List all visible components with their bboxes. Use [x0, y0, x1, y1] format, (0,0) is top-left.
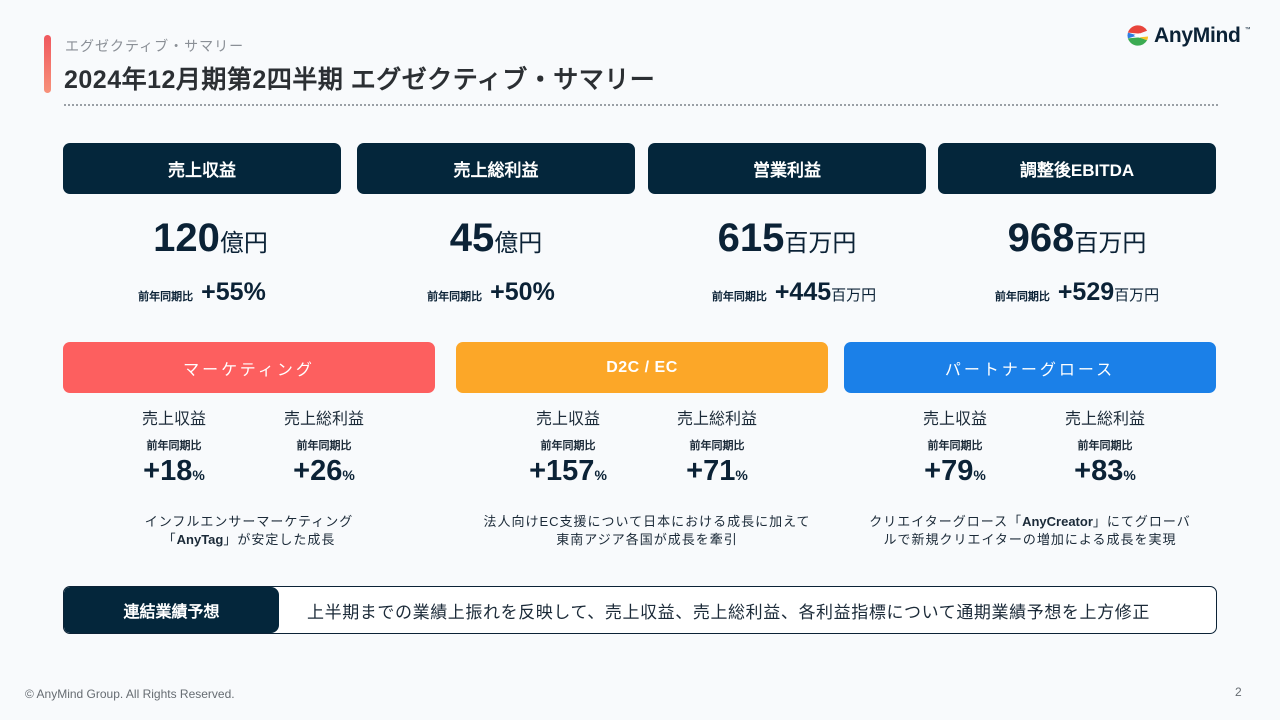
yoy-label: 前年同期比 [427, 291, 483, 303]
desc-line: 「AnyTag」が安定した成長 [162, 532, 336, 547]
yoy-label: 前年同期比 [1077, 440, 1133, 452]
anymind-logo: AnyMind ™ [1125, 23, 1251, 48]
segment-header-partner-growth: パートナーグロース [844, 342, 1216, 393]
page-number: 2 [1235, 685, 1242, 699]
yoy-value: +157% [529, 455, 607, 487]
yoy-value: +26% [293, 455, 355, 487]
dotted-divider [64, 104, 1218, 106]
yoy-value: +50% [490, 278, 555, 306]
segment-header-d2c-ec: D2C / EC [456, 342, 828, 393]
yoy-label: 前年同期比 [711, 291, 767, 303]
kpi-yoy-revenue: 前年同期比 +55% [63, 278, 341, 307]
forecast-label: 連結業績予想 [64, 587, 279, 633]
yoy-label: 前年同期比 [927, 440, 983, 452]
desc-line: ルで新規クリエイターの増加による成長を実現 [883, 532, 1177, 547]
marketing-gross-profit-metric: 売上総利益 前年同期比 +26% [264, 405, 384, 488]
kpi-value-gross-profit: 45億円 [357, 216, 635, 261]
anymind-logo-icon [1127, 25, 1149, 46]
kpi-value-operating-profit: 615百万円 [648, 216, 926, 261]
kpi-yoy-gross-profit: 前年同期比 +50% [352, 278, 630, 307]
kpi-unit: 百万円 [784, 230, 857, 257]
yoy-value: +55% [201, 278, 266, 306]
kpi-header-operating-profit: 営業利益 [648, 143, 926, 194]
yoy-value: +79% [924, 455, 986, 487]
kpi-yoy-operating-profit: 前年同期比 +445百万円 [655, 278, 933, 307]
yoy-label: 前年同期比 [296, 440, 352, 452]
page-title: 2024年12月期第2四半期 エグゼクティブ・サマリー [64, 66, 656, 94]
partner-description: クリエイターグロース「AnyCreator」にてグローバ ルで新規クリエイターの… [835, 513, 1225, 549]
yoy-label: 前年同期比 [689, 440, 745, 452]
kpi-header-gross-profit: 売上総利益 [357, 143, 635, 194]
yoy-value: +83% [1074, 455, 1136, 487]
partner-gross-profit-metric: 売上総利益 前年同期比 +83% [1045, 405, 1165, 488]
desc-line: インフルエンサーマーケティング [144, 514, 354, 529]
kpi-value-adjusted-ebitda: 968百万円 [938, 216, 1216, 261]
metric-label: 売上収益 [535, 411, 600, 428]
kpi-value-revenue: 120億円 [63, 216, 358, 261]
kpi-yoy-adjusted-ebitda: 前年同期比 +529百万円 [938, 278, 1216, 307]
trademark-symbol: ™ [1244, 27, 1251, 33]
forecast-text: 上半期までの業績上振れを反映して、売上収益、売上総利益、各利益指標について通期業… [307, 602, 1150, 622]
kpi-number: 120 [153, 216, 220, 260]
logo-wordmark: AnyMind [1154, 23, 1241, 47]
kpi-number: 45 [449, 216, 495, 260]
desc-line: 東南アジア各国が成長を牽引 [556, 532, 738, 547]
yoy-value: +71% [686, 455, 748, 487]
metric-label: 売上総利益 [676, 411, 757, 428]
metric-label: 売上収益 [922, 411, 987, 428]
marketing-description: インフルエンサーマーケティング 「AnyTag」が安定した成長 [54, 513, 444, 549]
copyright-notice: © AnyMind Group. All Rights Reserved. [25, 687, 235, 701]
yoy-value: +529 [1057, 278, 1115, 306]
d2c-description: 法人向けEC支援について日本における成長に加えて 東南アジア各国が成長を牽引 [452, 513, 842, 549]
yoy-label: 前年同期比 [146, 440, 202, 452]
segment-header-marketing: マーケティング [63, 342, 435, 393]
desc-line: 法人向けEC支援について日本における成長に加えて [483, 514, 811, 529]
yoy-unit: 百万円 [1114, 287, 1160, 304]
yoy-value: +445 [774, 278, 832, 306]
kpi-number: 968 [1007, 216, 1075, 260]
yoy-unit: 百万円 [831, 287, 877, 304]
partner-revenue-metric: 売上収益 前年同期比 +79% [895, 405, 1015, 488]
title-accent-bar [44, 35, 51, 93]
kpi-header-revenue: 売上収益 [63, 143, 341, 194]
desc-line: クリエイターグロース「AnyCreator」にてグローバ [869, 514, 1191, 529]
section-subtitle: エグゼクティブ・サマリー [65, 38, 245, 54]
kpi-unit: 百万円 [1074, 230, 1147, 257]
yoy-label: 前年同期比 [138, 291, 194, 303]
metric-label: 売上収益 [141, 411, 206, 428]
d2c-revenue-metric: 売上収益 前年同期比 +157% [508, 405, 628, 488]
yoy-value: +18% [143, 455, 205, 487]
kpi-header-adjusted-ebitda: 調整後EBITDA [938, 143, 1216, 194]
kpi-unit: 億円 [494, 230, 543, 257]
d2c-gross-profit-metric: 売上総利益 前年同期比 +71% [657, 405, 777, 488]
marketing-revenue-metric: 売上収益 前年同期比 +18% [114, 405, 234, 488]
kpi-unit: 億円 [219, 230, 268, 257]
metric-label: 売上総利益 [283, 411, 364, 428]
yoy-label: 前年同期比 [994, 291, 1050, 303]
forecast-banner: 連結業績予想 上半期までの業績上振れを反映して、売上収益、売上総利益、各利益指標… [63, 586, 1217, 634]
yoy-label: 前年同期比 [540, 440, 596, 452]
kpi-number: 615 [717, 216, 785, 260]
metric-label: 売上総利益 [1064, 411, 1145, 428]
